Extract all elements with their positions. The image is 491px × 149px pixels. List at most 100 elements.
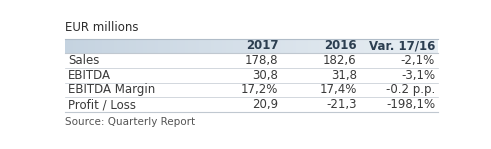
Text: Sales: Sales <box>68 54 100 67</box>
Bar <box>427 39 431 53</box>
Bar <box>207 39 211 53</box>
Bar <box>218 39 222 53</box>
Bar <box>203 39 207 53</box>
Bar <box>140 39 143 53</box>
Bar <box>215 39 218 53</box>
Text: -2,1%: -2,1% <box>401 54 435 67</box>
Bar <box>304 39 307 53</box>
Bar <box>248 39 251 53</box>
Bar <box>188 39 192 53</box>
Bar <box>349 39 353 53</box>
Text: 182,6: 182,6 <box>323 54 357 67</box>
Bar <box>77 39 80 53</box>
Text: 31,8: 31,8 <box>331 69 357 82</box>
Bar <box>166 39 169 53</box>
Bar <box>300 39 304 53</box>
Bar <box>233 39 237 53</box>
Bar <box>379 39 382 53</box>
Bar <box>169 39 173 53</box>
Bar <box>69 39 73 53</box>
Bar <box>113 39 117 53</box>
Bar <box>353 39 356 53</box>
Bar <box>132 39 136 53</box>
Bar <box>65 68 438 83</box>
Bar <box>241 39 244 53</box>
Text: Profit / Loss: Profit / Loss <box>68 98 136 111</box>
Bar <box>289 39 293 53</box>
Bar <box>125 39 129 53</box>
Bar <box>106 39 110 53</box>
Bar <box>382 39 386 53</box>
Bar <box>401 39 405 53</box>
Bar <box>431 39 435 53</box>
Bar <box>297 39 300 53</box>
Text: 20,9: 20,9 <box>252 98 278 111</box>
Bar <box>84 39 87 53</box>
Text: -21,3: -21,3 <box>326 98 357 111</box>
Bar <box>356 39 360 53</box>
Bar <box>281 39 285 53</box>
Bar <box>155 39 159 53</box>
Bar <box>307 39 311 53</box>
Bar <box>412 39 416 53</box>
Bar <box>386 39 390 53</box>
Text: EBITDA Margin: EBITDA Margin <box>68 83 156 96</box>
Bar <box>196 39 199 53</box>
Bar <box>416 39 419 53</box>
Bar <box>199 39 203 53</box>
Bar <box>162 39 166 53</box>
Bar <box>293 39 297 53</box>
Bar <box>345 39 349 53</box>
Bar <box>337 39 341 53</box>
Bar <box>87 39 91 53</box>
Bar <box>237 39 241 53</box>
Bar <box>270 39 274 53</box>
Bar <box>334 39 337 53</box>
Text: 178,8: 178,8 <box>245 54 278 67</box>
Bar <box>360 39 363 53</box>
Bar <box>185 39 188 53</box>
Bar <box>251 39 255 53</box>
Bar <box>65 53 438 68</box>
Text: EBITDA: EBITDA <box>68 69 111 82</box>
Bar <box>222 39 225 53</box>
Bar <box>121 39 125 53</box>
Bar <box>397 39 401 53</box>
Bar <box>192 39 196 53</box>
Bar <box>278 39 281 53</box>
Bar <box>371 39 375 53</box>
Bar <box>229 39 233 53</box>
Bar <box>390 39 393 53</box>
Bar <box>435 39 438 53</box>
Bar <box>117 39 121 53</box>
Text: -0.2 p.p.: -0.2 p.p. <box>386 83 435 96</box>
Bar <box>311 39 315 53</box>
Bar <box>136 39 140 53</box>
Bar <box>363 39 367 53</box>
Text: 2017: 2017 <box>246 39 278 52</box>
Bar <box>147 39 151 53</box>
Bar <box>423 39 427 53</box>
Bar <box>143 39 147 53</box>
Bar <box>326 39 330 53</box>
Text: 30,8: 30,8 <box>252 69 278 82</box>
Bar <box>177 39 181 53</box>
Text: Source: Quarterly Report: Source: Quarterly Report <box>65 117 195 127</box>
Bar <box>225 39 229 53</box>
Bar <box>315 39 319 53</box>
Bar <box>255 39 259 53</box>
Bar <box>367 39 371 53</box>
Bar <box>181 39 185 53</box>
Bar <box>65 97 438 112</box>
Bar <box>91 39 95 53</box>
Bar <box>211 39 215 53</box>
Bar <box>267 39 270 53</box>
Bar <box>110 39 113 53</box>
Bar <box>65 39 69 53</box>
Text: Var. 17/16: Var. 17/16 <box>369 39 435 52</box>
Bar <box>80 39 84 53</box>
Bar <box>319 39 323 53</box>
Bar <box>151 39 155 53</box>
Bar <box>405 39 408 53</box>
Text: EUR millions: EUR millions <box>65 21 138 34</box>
